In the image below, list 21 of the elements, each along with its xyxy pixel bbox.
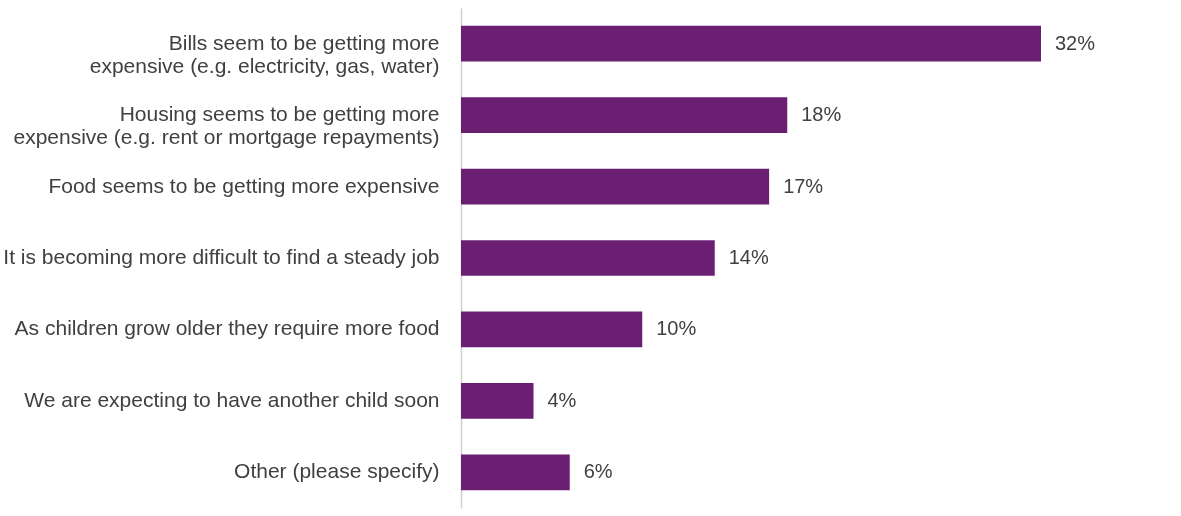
y-tick-label: It is becoming more difficult to find a steady job <box>3 245 440 268</box>
data-label: 6% <box>583 460 613 483</box>
bar <box>461 25 1041 62</box>
data-label: 32% <box>1055 31 1096 54</box>
bar <box>461 97 788 133</box>
y-tick-label: We are expecting to have another child soon <box>24 387 440 411</box>
bar <box>461 383 534 419</box>
y-tick-label: Housing seems to be getting more expensive (e.g. rent or mortgage repayments) <box>13 102 440 149</box>
y-tick-label: Bills seem to be getting more expensive (e.g. electricity, gas, water) <box>89 30 440 77</box>
data-label: 17% <box>783 174 824 197</box>
data-label: 18% <box>801 103 842 126</box>
data-label: 14% <box>728 246 769 268</box>
bar <box>461 168 770 205</box>
bar <box>461 240 715 276</box>
data-label: 4% <box>547 388 577 411</box>
bar <box>461 311 643 348</box>
y-tick-label: Other (please specify) <box>234 459 440 483</box>
bar <box>461 454 570 491</box>
y-tick-label: As children grow older they require more food <box>14 316 440 340</box>
data-label: 10% <box>656 317 697 340</box>
y-tick-label: Food seems to be getting more expensive <box>48 173 440 197</box>
